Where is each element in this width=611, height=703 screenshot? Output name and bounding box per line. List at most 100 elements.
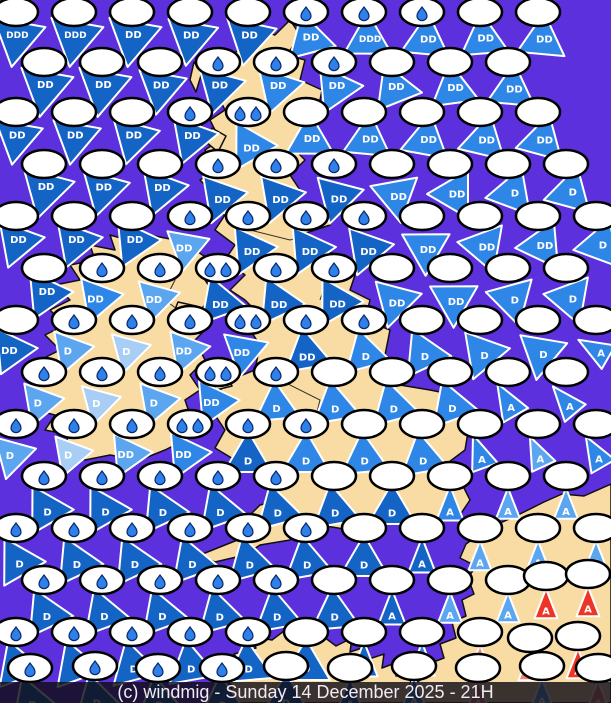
cloud-icon	[340, 512, 388, 544]
wind-direction-triangle	[399, 112, 449, 160]
wind-direction-triangle	[429, 285, 479, 329]
cloud-icon	[518, 650, 566, 682]
wind-direction-triangle	[53, 330, 96, 376]
raindrop-icon	[270, 157, 282, 174]
wind-direction-triangle	[377, 588, 407, 626]
cloud-icon	[398, 96, 446, 128]
cloud-icon	[398, 616, 446, 648]
wind-direction-triangle	[575, 585, 601, 618]
raindrop-icon	[328, 55, 340, 72]
raindrop-icon	[270, 469, 282, 486]
wind-direction-triangle	[542, 165, 591, 214]
raindrop-icon	[184, 625, 196, 642]
wind-symbol: DD	[223, 304, 272, 379]
cloud-icon	[136, 148, 184, 180]
raindrop-icon	[154, 469, 166, 486]
raindrop-icon	[10, 625, 22, 642]
raindrop-icon	[176, 417, 188, 434]
raindrop-icon	[328, 157, 340, 174]
cloud-icon	[506, 622, 554, 654]
raindrop-icon	[234, 313, 246, 330]
wind-direction-triangle	[223, 333, 270, 379]
cloud-icon	[514, 304, 562, 336]
raindrop-icon	[300, 209, 312, 226]
wind-direction-triangle	[281, 430, 331, 473]
raindrop-icon	[270, 573, 282, 590]
wind-symbol: D	[310, 356, 362, 425]
cloud-icon	[484, 148, 532, 180]
wind-symbol: DD	[224, 96, 279, 171]
wind-direction-triangle	[367, 482, 417, 525]
wind-direction-triangle	[496, 382, 530, 424]
cloud-icon	[426, 356, 474, 388]
wind-direction-triangle	[223, 430, 273, 473]
wind-symbol: D	[484, 148, 532, 216]
wind-direction-triangle	[460, 11, 510, 57]
raindrop-icon	[212, 573, 224, 590]
cloud-icon	[262, 650, 310, 682]
wind-symbol: D	[50, 408, 98, 478]
wind-symbol: A	[368, 564, 416, 626]
cloud-icon	[224, 304, 272, 336]
raindrop-icon	[212, 469, 224, 486]
cloud-icon	[484, 564, 532, 596]
wind-direction-triangle	[0, 436, 37, 481]
cloud-icon	[572, 304, 611, 336]
wind-direction-triangle	[514, 113, 563, 162]
wind-direction-triangle	[457, 112, 506, 161]
cloud-icon	[456, 304, 504, 336]
wind-direction-triangle	[84, 587, 132, 637]
cloud-icon	[484, 252, 532, 284]
cloud-icon	[426, 46, 474, 78]
cloud-icon	[554, 620, 602, 652]
cloud-icon	[514, 408, 562, 440]
cloud-icon	[456, 408, 504, 440]
wind-direction-triangle	[169, 431, 213, 480]
wind-symbol: D	[340, 408, 391, 476]
raindrop-icon	[68, 417, 80, 434]
raindrop-icon	[154, 365, 166, 382]
cloud-icon	[20, 46, 68, 78]
wind-symbol: DD	[282, 0, 337, 60]
cloud-icon	[326, 652, 374, 684]
wind-symbol: DD	[514, 200, 562, 270]
cloud-icon	[574, 652, 611, 684]
raindrop-icon	[300, 313, 312, 330]
cloud-icon	[426, 148, 474, 180]
cloud-icon	[368, 252, 416, 284]
cloud-icon	[340, 616, 388, 648]
wind-symbol: A	[564, 558, 611, 618]
wind-direction-triangle	[484, 166, 531, 216]
wind-direction-triangle	[495, 591, 521, 624]
raindrop-icon	[38, 469, 50, 486]
wind-direction-triangle	[0, 327, 39, 376]
raindrop-icon	[154, 261, 166, 278]
cloud-icon	[50, 0, 98, 28]
raindrop-icon	[152, 661, 164, 678]
wind-symbol: D	[194, 460, 248, 533]
wind-symbol: D	[542, 148, 591, 214]
raindrop-icon	[300, 521, 312, 538]
wind-symbol: A	[456, 512, 504, 572]
raindrop-icon	[300, 417, 312, 434]
wind-symbol: DD	[456, 96, 506, 161]
raindrop-icon	[220, 365, 232, 382]
cloud-icon	[484, 46, 532, 78]
wind-direction-triangle	[432, 379, 480, 429]
wind-direction-triangle	[144, 484, 191, 534]
raindrop-icon	[10, 521, 22, 538]
cloud-icon	[108, 200, 156, 232]
wind-direction-triangle	[166, 230, 211, 273]
cloud-icon	[368, 564, 416, 596]
wind-symbol: DD	[194, 46, 247, 116]
raindrop-icon	[242, 625, 254, 642]
raindrop-icon	[68, 625, 80, 642]
wind-direction-triangle	[285, 111, 335, 155]
wind-symbol: D	[0, 512, 47, 587]
raindrop-icon	[242, 417, 254, 434]
wind-direction-triangle	[169, 330, 212, 376]
wind-symbol: D	[20, 564, 75, 638]
cloud-icon	[514, 200, 562, 232]
raindrop-icon	[96, 469, 108, 486]
